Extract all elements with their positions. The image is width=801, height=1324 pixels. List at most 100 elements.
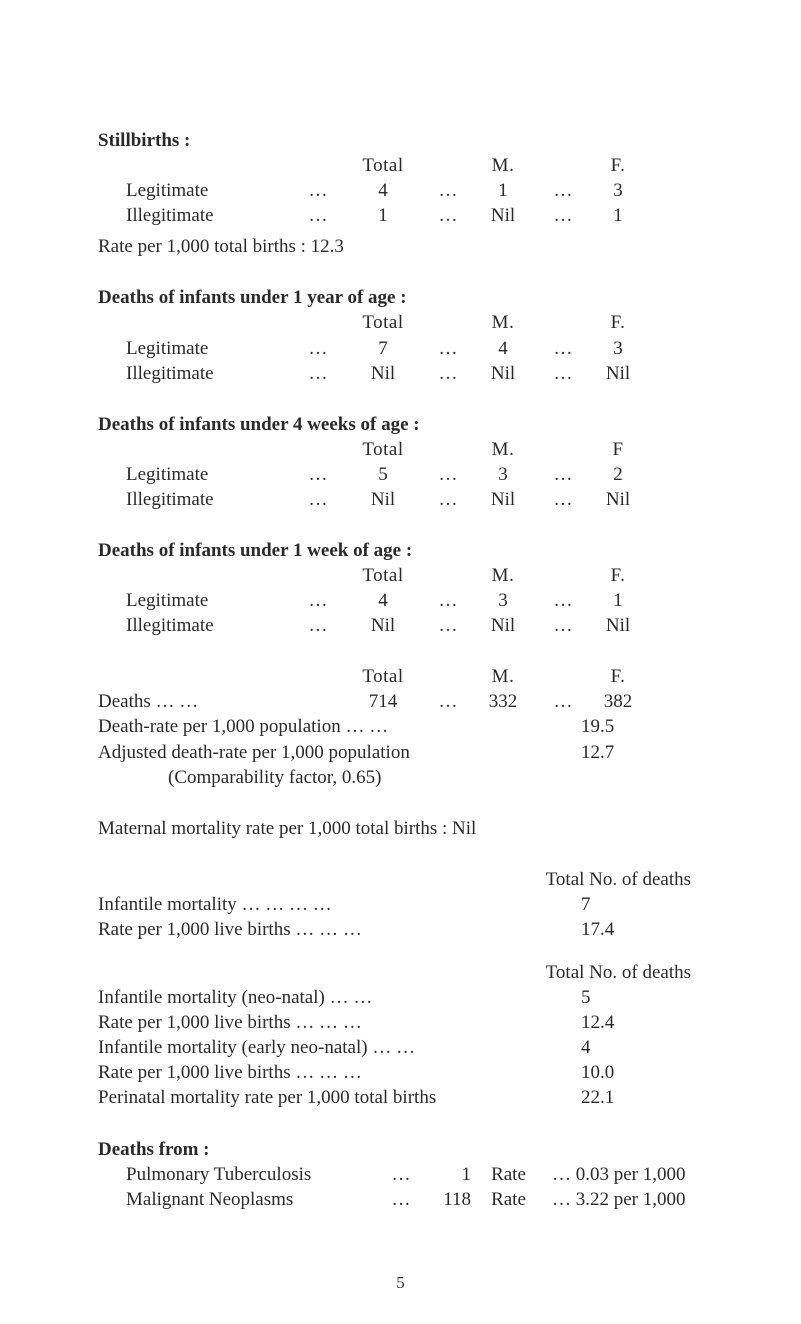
row-label: Illegitimate — [126, 487, 298, 512]
infants4wk-row-1: Illegitimate … Nil … Nil … Nil — [126, 487, 701, 512]
row-rate-word: Rate — [471, 1162, 546, 1187]
row-rate-val: … 3.22 per 1,000 — [546, 1187, 701, 1212]
dots-icon: … — [428, 462, 468, 487]
row-val: 12.7 — [551, 740, 701, 765]
dots-icon: … — [538, 588, 588, 613]
row-label: Infantile mortality (early neo-natal) … … — [98, 1035, 551, 1060]
stillbirths-title: Stillbirths : — [98, 128, 701, 153]
row-label: Illegitimate — [126, 203, 298, 228]
cell-m: 1 — [468, 178, 538, 203]
dots-icon: … — [538, 462, 588, 487]
row-label: Rate per 1,000 live births … … … — [98, 917, 551, 942]
dots-icon: … — [386, 1162, 416, 1187]
cell-f: 3 — [588, 178, 648, 203]
cell-f: 3 — [588, 336, 648, 361]
dots-icon: … — [298, 487, 338, 512]
dots-icon: … — [298, 203, 338, 228]
cell-m: Nil — [468, 361, 538, 386]
infants4wk-row-0: Legitimate … 5 … 3 … 2 — [126, 462, 701, 487]
stillbirths-rate: Rate per 1,000 total births : 12.3 — [98, 234, 701, 259]
deathsA-row-0: Infantile mortality … … … … 7 — [98, 892, 701, 917]
cell-m: 3 — [468, 462, 538, 487]
col-total: Total — [338, 437, 428, 462]
cell-m: Nil — [468, 487, 538, 512]
col-f: F. — [588, 563, 648, 588]
cell-total: Nil — [338, 361, 428, 386]
col-total: Total — [338, 664, 428, 689]
cell-m: Nil — [468, 613, 538, 638]
cell-f: 2 — [588, 462, 648, 487]
cell-total: 5 — [338, 462, 428, 487]
deaths-from-row-1: Malignant Neoplasms … 118 Rate … 3.22 pe… — [126, 1187, 701, 1212]
cell-total: 4 — [338, 178, 428, 203]
infants1yr-header: Total M. F. — [98, 310, 701, 335]
infants1wk-header: Total M. F. — [98, 563, 701, 588]
dots-icon: … — [428, 613, 468, 638]
deathsB-row-3: Rate per 1,000 live births … … … 10.0 — [98, 1060, 701, 1085]
dots-icon: … — [428, 361, 468, 386]
col-m: M. — [468, 437, 538, 462]
comparability-factor: (Comparability factor, 0.65) — [168, 765, 701, 790]
cell-f: 1 — [588, 588, 648, 613]
cell-f: Nil — [588, 361, 648, 386]
col-f: F. — [588, 153, 648, 178]
cell-total: 1 — [338, 203, 428, 228]
deaths-row: Deaths … … 714 … 332 … 382 — [98, 689, 701, 714]
row-val: 12.4 — [551, 1010, 701, 1035]
row-label: Legitimate — [126, 588, 298, 613]
row-label: Death-rate per 1,000 population … … — [98, 714, 551, 739]
col-f: F. — [588, 664, 648, 689]
deaths-from-row-0: Pulmonary Tuberculosis … 1 Rate … 0.03 p… — [126, 1162, 701, 1187]
row-val: 22.1 — [551, 1085, 701, 1110]
col-total: Total — [338, 153, 428, 178]
row-val: 10.0 — [551, 1060, 701, 1085]
row-label: Perinatal mortality rate per 1,000 total… — [98, 1085, 551, 1110]
dots-icon: … — [538, 689, 588, 714]
row-val: 19.5 — [551, 714, 701, 739]
dots-icon: … — [538, 336, 588, 361]
dots-icon: … — [298, 613, 338, 638]
dots-icon: … — [428, 588, 468, 613]
row-label: Rate per 1,000 live births … … … — [98, 1060, 551, 1085]
col-m: M. — [468, 664, 538, 689]
dots-icon: … — [538, 203, 588, 228]
cell-total: 7 — [338, 336, 428, 361]
row-label: Infantile mortality … … … … — [98, 892, 551, 917]
infants1wk-row-0: Legitimate … 4 … 3 … 1 — [126, 588, 701, 613]
stillbirths-row-1: Illegitimate … 1 … Nil … 1 — [126, 203, 701, 228]
infants1yr-title: Deaths of infants under 1 year of age : — [98, 285, 701, 310]
cell-f: Nil — [588, 613, 648, 638]
dots-icon: … — [538, 178, 588, 203]
deathsA-row-1: Rate per 1,000 live births … … … 17.4 — [98, 917, 701, 942]
row-label: Infantile mortality (neo-natal) … … — [98, 985, 551, 1010]
deathsB-row-1: Rate per 1,000 live births … … … 12.4 — [98, 1010, 701, 1035]
dots-icon: … — [428, 203, 468, 228]
row-rate-val: … 0.03 per 1,000 — [546, 1162, 701, 1187]
row-label: Illegitimate — [126, 613, 298, 638]
dots-icon: … — [298, 462, 338, 487]
dots-icon: … — [428, 336, 468, 361]
row-val: 5 — [551, 985, 701, 1010]
infants4wk-title: Deaths of infants under 4 weeks of age : — [98, 412, 701, 437]
cell-m: 4 — [468, 336, 538, 361]
death-rate-row: Death-rate per 1,000 population … … 19.5 — [98, 714, 701, 739]
col-m: M. — [468, 153, 538, 178]
dots-icon: … — [428, 487, 468, 512]
cell-total: 714 — [338, 689, 428, 714]
col-total: Total — [338, 310, 428, 335]
row-label: Malignant Neoplasms — [126, 1187, 386, 1212]
dots-icon: … — [428, 689, 468, 714]
row-label: Legitimate — [126, 462, 298, 487]
deaths-from-title: Deaths from : — [98, 1137, 701, 1162]
infants1wk-row-1: Illegitimate … Nil … Nil … Nil — [126, 613, 701, 638]
infants4wk-header: Total M. F — [98, 437, 701, 462]
row-val: 7 — [551, 892, 701, 917]
deathsB-row-4: Perinatal mortality rate per 1,000 total… — [98, 1085, 701, 1110]
adj-death-rate-row: Adjusted death-rate per 1,000 population… — [98, 740, 701, 765]
dots-icon: … — [298, 361, 338, 386]
col-m: M. — [468, 563, 538, 588]
cell-f: Nil — [588, 487, 648, 512]
deathsB-row-2: Infantile mortality (early neo-natal) … … — [98, 1035, 701, 1060]
dots-icon: … — [298, 588, 338, 613]
dots-icon: … — [298, 178, 338, 203]
